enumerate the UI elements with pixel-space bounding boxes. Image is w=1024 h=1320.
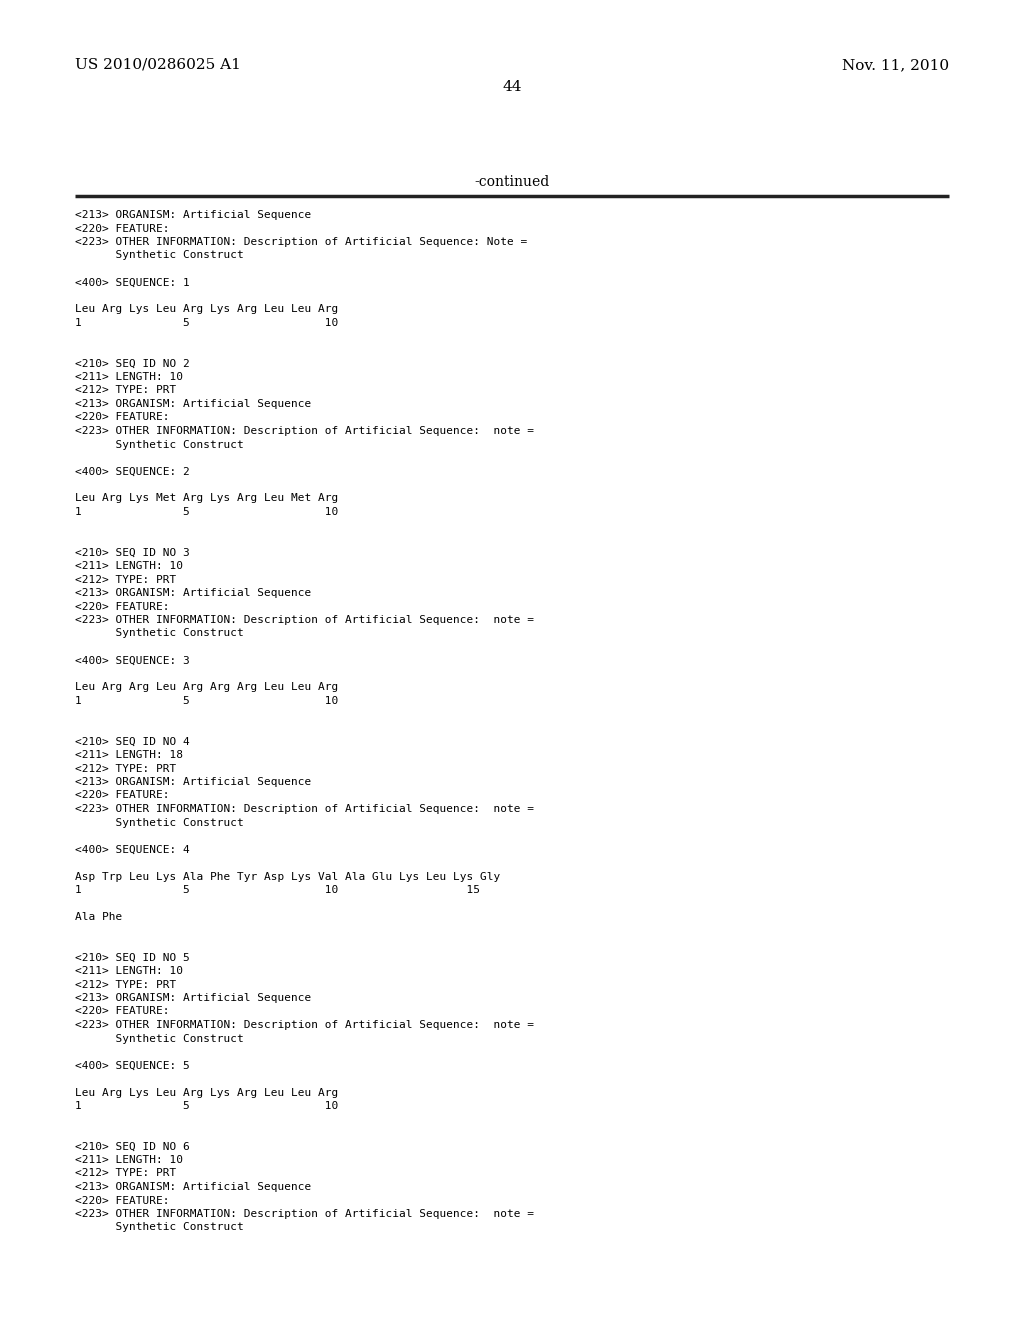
Text: 1               5                    10: 1 5 10 bbox=[75, 318, 338, 327]
Text: Synthetic Construct: Synthetic Construct bbox=[75, 1222, 244, 1233]
Text: <213> ORGANISM: Artificial Sequence: <213> ORGANISM: Artificial Sequence bbox=[75, 1181, 311, 1192]
Text: <211> LENGTH: 18: <211> LENGTH: 18 bbox=[75, 750, 183, 760]
Text: <213> ORGANISM: Artificial Sequence: <213> ORGANISM: Artificial Sequence bbox=[75, 587, 311, 598]
Text: <213> ORGANISM: Artificial Sequence: <213> ORGANISM: Artificial Sequence bbox=[75, 210, 311, 220]
Text: <223> OTHER INFORMATION: Description of Artificial Sequence:  note =: <223> OTHER INFORMATION: Description of … bbox=[75, 615, 534, 624]
Text: 1               5                    10: 1 5 10 bbox=[75, 1101, 338, 1111]
Text: <220> FEATURE:: <220> FEATURE: bbox=[75, 791, 170, 800]
Text: Ala Phe: Ala Phe bbox=[75, 912, 122, 921]
Text: <400> SEQUENCE: 1: <400> SEQUENCE: 1 bbox=[75, 277, 189, 288]
Text: <213> ORGANISM: Artificial Sequence: <213> ORGANISM: Artificial Sequence bbox=[75, 399, 311, 409]
Text: <212> TYPE: PRT: <212> TYPE: PRT bbox=[75, 1168, 176, 1179]
Text: <223> OTHER INFORMATION: Description of Artificial Sequence:  note =: <223> OTHER INFORMATION: Description of … bbox=[75, 426, 534, 436]
Text: <210> SEQ ID NO 4: <210> SEQ ID NO 4 bbox=[75, 737, 189, 747]
Text: <210> SEQ ID NO 3: <210> SEQ ID NO 3 bbox=[75, 548, 189, 557]
Text: Synthetic Construct: Synthetic Construct bbox=[75, 251, 244, 260]
Text: -continued: -continued bbox=[474, 176, 550, 189]
Text: <223> OTHER INFORMATION: Description of Artificial Sequence:  note =: <223> OTHER INFORMATION: Description of … bbox=[75, 804, 534, 814]
Text: <220> FEATURE:: <220> FEATURE: bbox=[75, 1006, 170, 1016]
Text: Synthetic Construct: Synthetic Construct bbox=[75, 1034, 244, 1044]
Text: <211> LENGTH: 10: <211> LENGTH: 10 bbox=[75, 966, 183, 975]
Text: <212> TYPE: PRT: <212> TYPE: PRT bbox=[75, 979, 176, 990]
Text: Synthetic Construct: Synthetic Construct bbox=[75, 628, 244, 639]
Text: <211> LENGTH: 10: <211> LENGTH: 10 bbox=[75, 561, 183, 572]
Text: <210> SEQ ID NO 6: <210> SEQ ID NO 6 bbox=[75, 1142, 189, 1151]
Text: Synthetic Construct: Synthetic Construct bbox=[75, 817, 244, 828]
Text: Leu Arg Lys Leu Arg Lys Arg Leu Leu Arg: Leu Arg Lys Leu Arg Lys Arg Leu Leu Arg bbox=[75, 1088, 338, 1097]
Text: <220> FEATURE:: <220> FEATURE: bbox=[75, 602, 170, 611]
Text: 1               5                    10                   15: 1 5 10 15 bbox=[75, 884, 480, 895]
Text: <212> TYPE: PRT: <212> TYPE: PRT bbox=[75, 574, 176, 585]
Text: 1               5                    10: 1 5 10 bbox=[75, 507, 338, 517]
Text: <213> ORGANISM: Artificial Sequence: <213> ORGANISM: Artificial Sequence bbox=[75, 993, 311, 1003]
Text: <220> FEATURE:: <220> FEATURE: bbox=[75, 223, 170, 234]
Text: <212> TYPE: PRT: <212> TYPE: PRT bbox=[75, 385, 176, 396]
Text: 44: 44 bbox=[502, 81, 522, 94]
Text: Leu Arg Lys Met Arg Lys Arg Leu Met Arg: Leu Arg Lys Met Arg Lys Arg Leu Met Arg bbox=[75, 494, 338, 503]
Text: <211> LENGTH: 10: <211> LENGTH: 10 bbox=[75, 1155, 183, 1166]
Text: <223> OTHER INFORMATION: Description of Artificial Sequence: Note =: <223> OTHER INFORMATION: Description of … bbox=[75, 238, 527, 247]
Text: <223> OTHER INFORMATION: Description of Artificial Sequence:  note =: <223> OTHER INFORMATION: Description of … bbox=[75, 1020, 534, 1030]
Text: <400> SEQUENCE: 2: <400> SEQUENCE: 2 bbox=[75, 466, 189, 477]
Text: <223> OTHER INFORMATION: Description of Artificial Sequence:  note =: <223> OTHER INFORMATION: Description of … bbox=[75, 1209, 534, 1218]
Text: Asp Trp Leu Lys Ala Phe Tyr Asp Lys Val Ala Glu Lys Leu Lys Gly: Asp Trp Leu Lys Ala Phe Tyr Asp Lys Val … bbox=[75, 871, 501, 882]
Text: <400> SEQUENCE: 4: <400> SEQUENCE: 4 bbox=[75, 845, 189, 854]
Text: Leu Arg Lys Leu Arg Lys Arg Leu Leu Arg: Leu Arg Lys Leu Arg Lys Arg Leu Leu Arg bbox=[75, 305, 338, 314]
Text: <211> LENGTH: 10: <211> LENGTH: 10 bbox=[75, 372, 183, 381]
Text: <213> ORGANISM: Artificial Sequence: <213> ORGANISM: Artificial Sequence bbox=[75, 777, 311, 787]
Text: Leu Arg Arg Leu Arg Arg Arg Leu Leu Arg: Leu Arg Arg Leu Arg Arg Arg Leu Leu Arg bbox=[75, 682, 338, 693]
Text: US 2010/0286025 A1: US 2010/0286025 A1 bbox=[75, 58, 241, 73]
Text: <400> SEQUENCE: 3: <400> SEQUENCE: 3 bbox=[75, 656, 189, 665]
Text: <210> SEQ ID NO 2: <210> SEQ ID NO 2 bbox=[75, 359, 189, 368]
Text: <400> SEQUENCE: 5: <400> SEQUENCE: 5 bbox=[75, 1060, 189, 1071]
Text: <212> TYPE: PRT: <212> TYPE: PRT bbox=[75, 763, 176, 774]
Text: Synthetic Construct: Synthetic Construct bbox=[75, 440, 244, 450]
Text: Nov. 11, 2010: Nov. 11, 2010 bbox=[842, 58, 949, 73]
Text: 1               5                    10: 1 5 10 bbox=[75, 696, 338, 706]
Text: <220> FEATURE:: <220> FEATURE: bbox=[75, 1196, 170, 1205]
Text: <210> SEQ ID NO 5: <210> SEQ ID NO 5 bbox=[75, 953, 189, 962]
Text: <220> FEATURE:: <220> FEATURE: bbox=[75, 412, 170, 422]
